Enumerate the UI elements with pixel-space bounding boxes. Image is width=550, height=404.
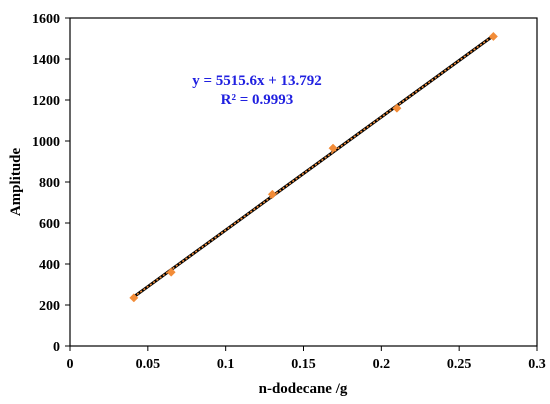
- y-tick-label: 0: [53, 340, 60, 355]
- x-axis-title: n-dodecane /g: [259, 381, 348, 397]
- y-tick-label: 600: [39, 217, 60, 232]
- trendline: [132, 34, 495, 299]
- x-tick-label: 0.2: [373, 357, 391, 372]
- y-tick-label: 1600: [32, 12, 60, 27]
- y-tick-label: 200: [39, 299, 60, 314]
- y-tick-label: 1200: [32, 94, 60, 109]
- data-point: [328, 143, 338, 153]
- plot-area: [69, 17, 538, 347]
- data-points: [129, 31, 498, 303]
- data-point: [488, 31, 498, 42]
- y-tick-label: 1000: [32, 135, 60, 150]
- data-point: [166, 267, 176, 277]
- x-tick-label: 0.15: [291, 357, 316, 372]
- r-squared-label: R² = 0.9993: [221, 92, 294, 108]
- y-axis-title: Amplitude: [8, 147, 24, 216]
- trendline-equation: y = 5515.6x + 13.792: [192, 73, 322, 89]
- x-tick-label: 0: [67, 357, 74, 372]
- x-axis-ticks: 0 0.05 0.1 0.15 0.2 0.25 0.3: [67, 346, 546, 372]
- trendline-line: [132, 34, 495, 299]
- y-tick-label: 800: [39, 176, 60, 191]
- x-tick-label: 0.3: [528, 357, 546, 372]
- y-tick-label: 400: [39, 258, 60, 273]
- data-point: [129, 293, 139, 303]
- data-point: [392, 103, 402, 113]
- y-tick-label: 1400: [32, 53, 60, 68]
- x-tick-label: 0.1: [217, 357, 235, 372]
- x-tick-label: 0.05: [136, 357, 161, 372]
- y-axis-ticks: 0 200 400 600 800 1000 1200 1400 1600: [32, 12, 70, 355]
- data-point: [267, 189, 277, 199]
- x-tick-label: 0.25: [447, 357, 472, 372]
